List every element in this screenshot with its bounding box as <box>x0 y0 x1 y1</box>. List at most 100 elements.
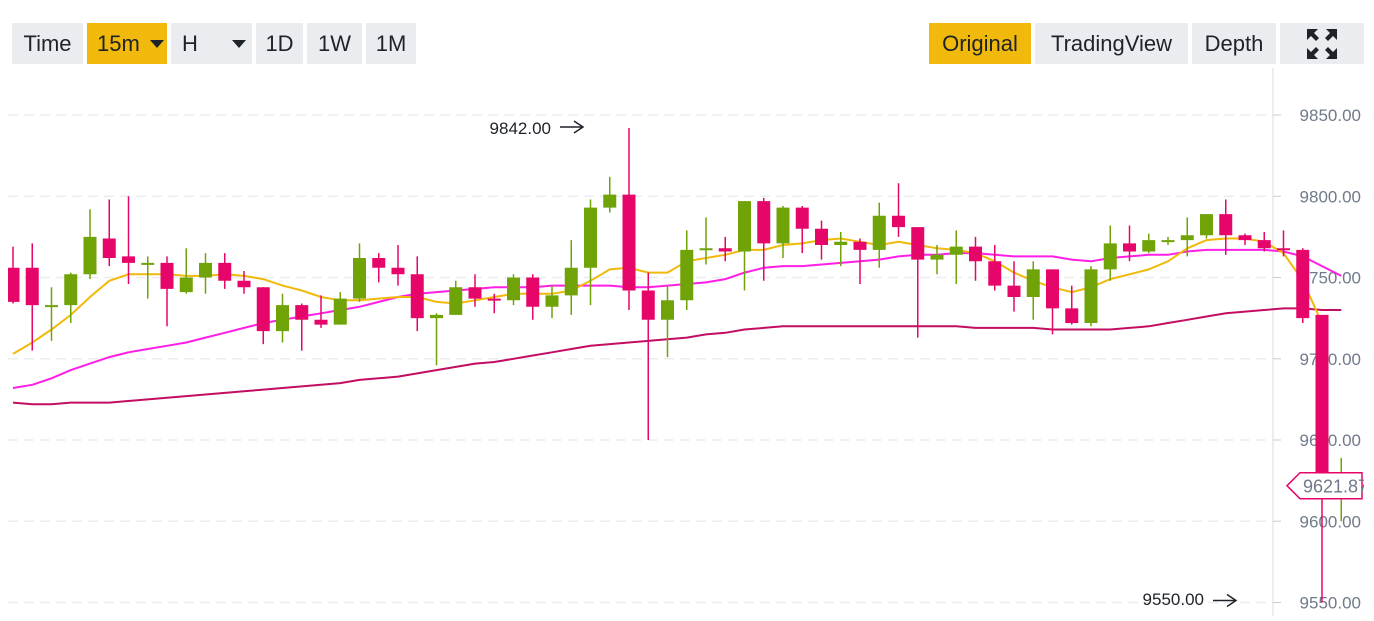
candle-body[interactable] <box>949 246 963 255</box>
candle-body[interactable] <box>1180 235 1194 241</box>
candle-body[interactable] <box>1123 243 1136 252</box>
candle-body[interactable] <box>1315 314 1329 483</box>
candle-body[interactable] <box>795 207 809 229</box>
candle-body[interactable] <box>295 305 309 320</box>
candle-body[interactable] <box>1026 269 1040 297</box>
interval-h-dropdown[interactable]: H <box>171 23 252 64</box>
candle-body[interactable] <box>276 305 289 332</box>
interval-1d-button[interactable]: 1D <box>256 23 303 64</box>
candle-body[interactable] <box>872 215 886 250</box>
candle-body[interactable] <box>1238 235 1252 241</box>
candle-body[interactable] <box>680 249 694 301</box>
candle-body[interactable] <box>218 262 232 281</box>
candle-body[interactable] <box>314 319 328 325</box>
candle-body[interactable] <box>1065 308 1079 323</box>
low-price-label: 9550.00 <box>1143 590 1204 609</box>
toolbar: Time 15m H 1D 1W 1M Original TradingView… <box>0 0 1374 68</box>
y-tick-label: 9600.00 <box>1300 512 1361 531</box>
candle-body[interactable] <box>930 254 944 260</box>
candle-body[interactable] <box>45 305 58 308</box>
candle-body[interactable] <box>738 201 751 252</box>
candle-body[interactable] <box>468 287 482 299</box>
high-price-label: 9842.00 <box>490 119 551 138</box>
last-price-tag <box>1285 471 1363 500</box>
candle-body[interactable] <box>699 248 713 251</box>
candle-body[interactable] <box>911 227 925 260</box>
candle-body[interactable] <box>603 194 617 208</box>
arrow-right-icon <box>1226 593 1238 608</box>
candle-body[interactable] <box>853 241 867 250</box>
candle-body[interactable] <box>102 238 116 259</box>
candle-body[interactable] <box>64 274 78 306</box>
candle-body[interactable] <box>372 258 386 268</box>
candle-body[interactable] <box>1142 240 1156 252</box>
candle-body[interactable] <box>661 300 674 320</box>
candle-body[interactable] <box>1277 248 1290 251</box>
interval-1w-button[interactable]: 1W <box>307 23 362 64</box>
candle-body[interactable] <box>179 277 193 293</box>
chevron-down-icon <box>232 40 246 48</box>
candlestick-chart[interactable]: 9850.00 9800.00 9750.00 9700.00 9650.00 9600.… <box>6 68 1368 616</box>
candle-body[interactable] <box>391 267 405 275</box>
candle-body[interactable] <box>526 277 540 307</box>
candle-body[interactable] <box>353 258 366 299</box>
candle-body[interactable] <box>892 215 905 228</box>
interval-time-button[interactable]: Time <box>12 23 83 64</box>
candle-body[interactable] <box>1219 214 1233 236</box>
candle-body[interactable] <box>622 194 636 291</box>
candle-body[interactable] <box>237 280 251 288</box>
interval-h-label: H <box>182 31 198 56</box>
candle-body[interactable] <box>834 241 848 245</box>
candle-body[interactable] <box>564 267 578 296</box>
candle-body[interactable] <box>1161 240 1175 243</box>
candle-body[interactable] <box>507 277 520 301</box>
arrow-right-icon <box>573 120 585 134</box>
candle-body[interactable] <box>1084 269 1098 323</box>
candle-body[interactable] <box>815 228 828 245</box>
candle-body[interactable] <box>1296 249 1310 319</box>
candle-body[interactable] <box>545 295 559 307</box>
y-tick-label: 9750.00 <box>1300 269 1361 288</box>
candle-body[interactable] <box>25 267 39 306</box>
view-depth-button[interactable]: Depth <box>1192 23 1276 64</box>
interval-15m-label: 15m <box>97 31 140 56</box>
candle-body[interactable] <box>1200 214 1213 236</box>
view-original-button[interactable]: Original <box>929 23 1031 64</box>
chart-svg: 9850.00 9800.00 9750.00 9700.00 9650.00 9600.… <box>6 68 1368 616</box>
fullscreen-button[interactable] <box>1280 23 1364 64</box>
interval-15m-button[interactable]: 15m <box>87 23 167 64</box>
candle-body[interactable] <box>83 236 97 275</box>
candle-body[interactable] <box>449 287 463 315</box>
candle-body[interactable] <box>333 298 347 325</box>
chevron-down-icon <box>150 40 164 48</box>
last-price-label: 9621.87 <box>1303 477 1364 497</box>
candle-body[interactable] <box>584 207 597 268</box>
candle-body[interactable] <box>160 262 174 289</box>
candle-body[interactable] <box>641 290 655 320</box>
candle-body[interactable] <box>256 287 270 332</box>
ma-mid-line <box>12 248 1342 389</box>
candle-body[interactable] <box>718 248 732 252</box>
candle-body[interactable] <box>141 262 155 265</box>
candle-body[interactable] <box>1103 243 1117 270</box>
interval-1m-button[interactable]: 1M <box>366 23 416 64</box>
candle-body[interactable] <box>1007 285 1021 297</box>
ma-long-line <box>12 307 1342 406</box>
candle-body[interactable] <box>410 274 424 319</box>
candle-body[interactable] <box>776 207 790 244</box>
candle-body[interactable] <box>1046 269 1059 309</box>
y-tick-label: 9550.00 <box>1300 594 1361 613</box>
y-tick-label: 9700.00 <box>1300 350 1361 369</box>
candle-body[interactable] <box>988 261 1002 286</box>
view-tradingview-button[interactable]: TradingView <box>1035 23 1188 64</box>
candle-body[interactable] <box>6 267 20 302</box>
candle-body[interactable] <box>430 314 443 319</box>
y-tick-label: 9800.00 <box>1300 187 1361 206</box>
candle-body[interactable] <box>122 256 135 263</box>
candle-body[interactable] <box>1257 240 1271 249</box>
candle-body[interactable] <box>969 246 982 262</box>
candle-body[interactable] <box>199 262 212 278</box>
candle-body[interactable] <box>487 298 501 301</box>
candle-body[interactable] <box>757 201 771 244</box>
y-tick-label: 9850.00 <box>1300 106 1361 125</box>
